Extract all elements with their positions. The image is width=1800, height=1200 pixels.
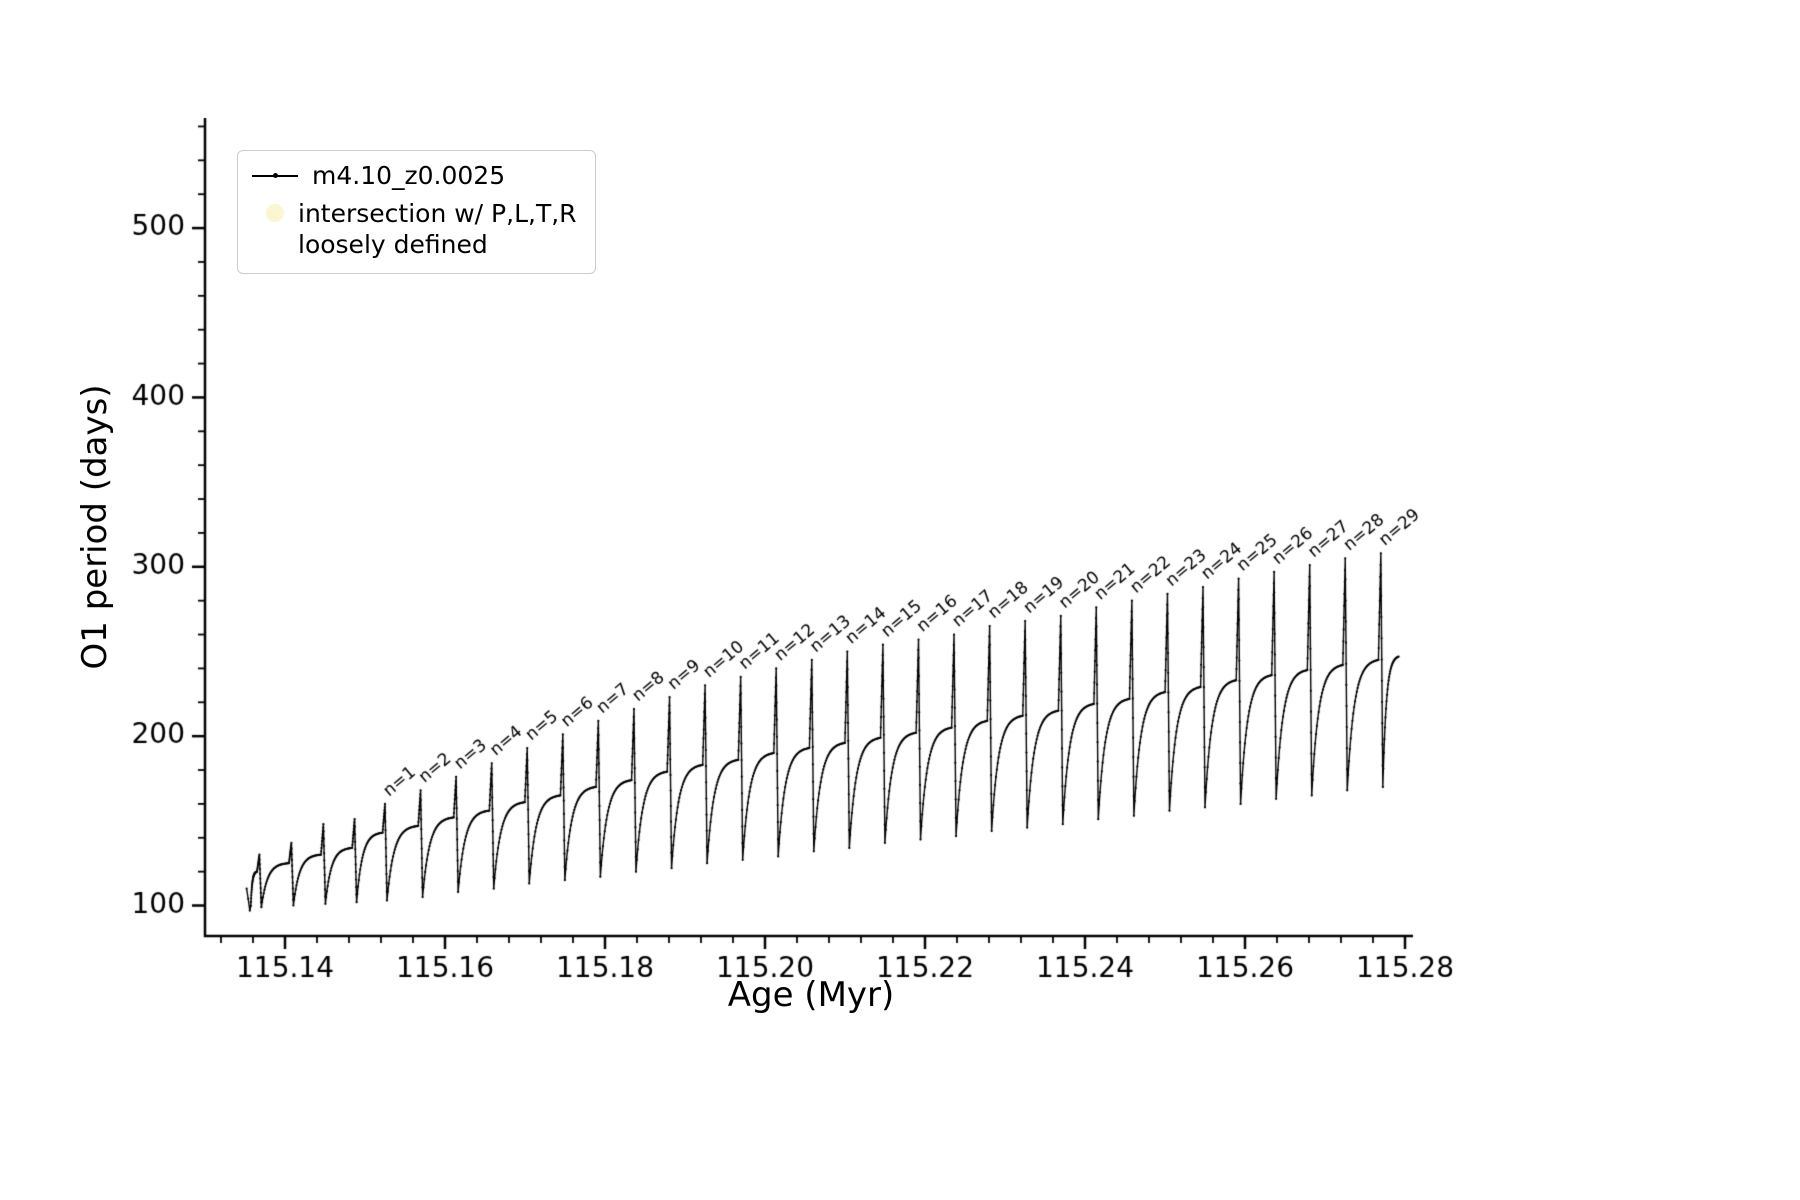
x-axis-label: Age (Myr)	[727, 975, 895, 1015]
legend-entry-intersection: intersection w/ P,L,T,R loosely defined	[252, 198, 577, 261]
legend-intersection-line1: intersection w/ P,L,T,R	[298, 199, 577, 228]
y-axis-label: O1 period (days)	[75, 384, 115, 670]
line-marker-icon	[252, 173, 298, 178]
circle-marker-icon	[266, 204, 284, 222]
legend-intersection-line2: loosely defined	[298, 230, 488, 260]
legend-series-label: m4.10_z0.0025	[312, 161, 506, 190]
dot-icon	[272, 173, 278, 178]
legend-intersection-label: intersection w/ P,L,T,R loosely defined	[298, 198, 577, 261]
legend: m4.10_z0.0025 intersection w/ P,L,T,R lo…	[237, 150, 596, 274]
legend-entry-series: m4.10_z0.0025	[252, 161, 577, 190]
